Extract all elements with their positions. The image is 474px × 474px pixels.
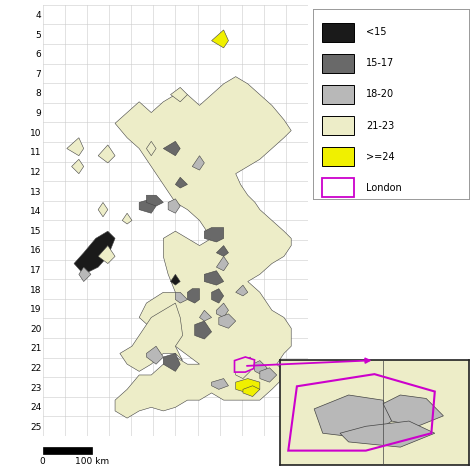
- Polygon shape: [236, 285, 248, 296]
- Polygon shape: [217, 303, 228, 318]
- Polygon shape: [146, 141, 156, 156]
- Polygon shape: [200, 310, 211, 321]
- Polygon shape: [236, 379, 260, 393]
- Polygon shape: [146, 346, 164, 364]
- Polygon shape: [253, 361, 267, 375]
- Text: 0: 0: [40, 457, 46, 466]
- Polygon shape: [175, 177, 187, 188]
- Text: <15: <15: [366, 27, 386, 37]
- Bar: [43, 447, 92, 454]
- Bar: [322, 54, 354, 73]
- Polygon shape: [204, 271, 224, 285]
- Polygon shape: [217, 246, 228, 256]
- Polygon shape: [204, 228, 224, 242]
- Polygon shape: [187, 289, 200, 303]
- Polygon shape: [98, 246, 115, 264]
- Polygon shape: [383, 395, 443, 426]
- Polygon shape: [164, 141, 180, 156]
- Polygon shape: [171, 274, 180, 285]
- Polygon shape: [235, 357, 255, 372]
- Polygon shape: [115, 77, 291, 418]
- Bar: [322, 147, 354, 166]
- Text: 15-17: 15-17: [366, 58, 394, 68]
- Polygon shape: [192, 156, 204, 170]
- Polygon shape: [340, 421, 435, 447]
- Polygon shape: [146, 195, 164, 206]
- Polygon shape: [79, 267, 91, 282]
- Text: 21-23: 21-23: [366, 120, 394, 130]
- Polygon shape: [67, 138, 84, 156]
- Polygon shape: [236, 364, 250, 379]
- Text: London: London: [366, 182, 402, 193]
- Bar: [322, 116, 354, 135]
- Polygon shape: [120, 303, 182, 372]
- Polygon shape: [243, 357, 255, 368]
- Polygon shape: [72, 159, 84, 173]
- Text: 100 km: 100 km: [75, 457, 109, 466]
- Polygon shape: [164, 354, 180, 372]
- Polygon shape: [171, 87, 187, 102]
- Polygon shape: [74, 231, 115, 274]
- Polygon shape: [211, 379, 228, 389]
- Bar: [322, 23, 354, 42]
- Polygon shape: [195, 321, 211, 339]
- Text: 18-20: 18-20: [366, 90, 394, 100]
- Polygon shape: [98, 202, 108, 217]
- Polygon shape: [314, 395, 392, 438]
- Polygon shape: [139, 199, 156, 213]
- Polygon shape: [260, 368, 277, 382]
- Bar: [322, 85, 354, 104]
- Polygon shape: [280, 360, 469, 465]
- Polygon shape: [211, 289, 224, 303]
- Polygon shape: [98, 145, 115, 163]
- Bar: [322, 178, 354, 197]
- Polygon shape: [122, 213, 132, 224]
- Polygon shape: [211, 30, 228, 48]
- Text: >=24: >=24: [366, 152, 395, 162]
- Polygon shape: [217, 256, 228, 271]
- Polygon shape: [219, 314, 236, 328]
- Polygon shape: [243, 386, 260, 397]
- Polygon shape: [168, 199, 180, 213]
- Polygon shape: [175, 292, 187, 303]
